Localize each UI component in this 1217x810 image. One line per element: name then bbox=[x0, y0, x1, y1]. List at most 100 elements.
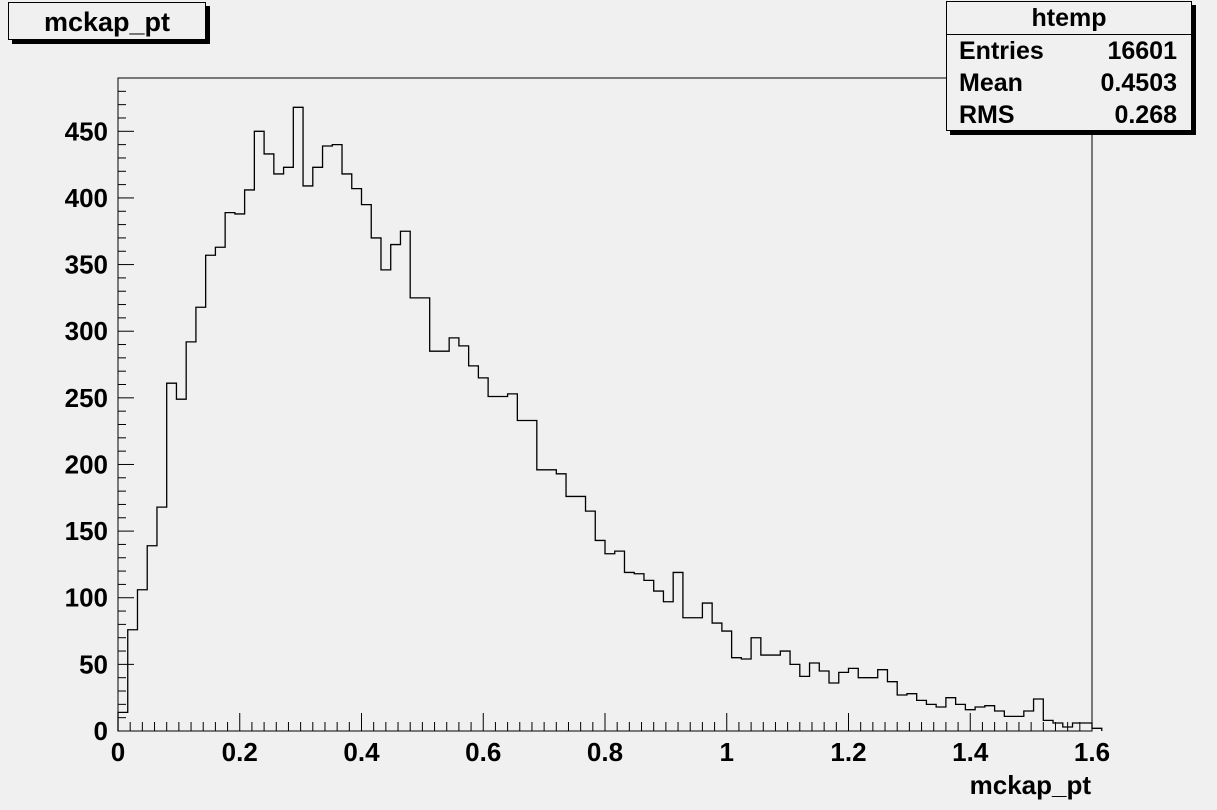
stats-label: Entries bbox=[959, 37, 1044, 65]
histogram-bin bbox=[128, 630, 138, 731]
histogram-bin bbox=[459, 346, 469, 731]
histogram-bin bbox=[118, 712, 128, 731]
histogram-bin bbox=[167, 383, 177, 731]
y-tick-label: 150 bbox=[65, 516, 108, 546]
x-tick-label: 1 bbox=[720, 737, 734, 767]
histogram-bin bbox=[839, 672, 849, 731]
histogram-bin bbox=[1043, 720, 1053, 731]
histogram-bin bbox=[995, 711, 1005, 731]
histogram-bin bbox=[245, 190, 255, 731]
histogram-bin bbox=[819, 671, 829, 731]
x-axis: 0 0.2 0.4 0.6 0.8 1 1.2 1.4 1.6 bbox=[111, 713, 1110, 767]
histogram-bin bbox=[956, 704, 966, 731]
histogram-bin bbox=[634, 574, 644, 731]
histogram-bin bbox=[206, 255, 216, 731]
x-tick-label: 0 bbox=[111, 737, 125, 767]
histogram-bin bbox=[702, 603, 712, 731]
histogram-bin bbox=[732, 658, 742, 731]
histogram-bin bbox=[323, 146, 333, 731]
stats-label: Mean bbox=[959, 69, 1023, 97]
histogram-bin bbox=[1082, 723, 1092, 731]
histogram-bin bbox=[469, 366, 479, 731]
histogram-bin bbox=[1053, 723, 1063, 731]
histogram-bin bbox=[849, 668, 859, 731]
histogram-bin bbox=[439, 351, 449, 731]
histogram-bin bbox=[235, 214, 245, 731]
histogram-bin bbox=[722, 631, 732, 731]
histogram-bin bbox=[858, 678, 868, 731]
histogram-bin bbox=[264, 154, 274, 731]
histogram-bin bbox=[196, 307, 206, 731]
y-tick-label: 400 bbox=[65, 183, 108, 213]
histogram-bin bbox=[693, 618, 703, 731]
histogram-bin bbox=[137, 590, 147, 731]
histogram-bin bbox=[547, 470, 557, 731]
histogram-bins bbox=[118, 107, 1102, 731]
stats-histogram-name: htemp bbox=[947, 2, 1191, 35]
histogram-bin bbox=[254, 131, 264, 731]
histogram-bin bbox=[498, 397, 508, 731]
histogram-bin bbox=[478, 378, 488, 731]
histogram-bin bbox=[663, 602, 673, 731]
histogram-bin bbox=[936, 707, 946, 731]
histogram-bin bbox=[946, 698, 956, 731]
histogram-bin bbox=[1063, 727, 1073, 731]
histogram-bin bbox=[362, 205, 372, 731]
histogram-bin bbox=[712, 623, 722, 731]
stats-row-mean: Mean 0.4503 bbox=[947, 67, 1191, 99]
histogram-bin bbox=[556, 474, 566, 731]
x-tick-label: 1.4 bbox=[952, 737, 989, 767]
histogram-bin bbox=[586, 511, 596, 731]
histogram-bin bbox=[771, 655, 781, 731]
stats-value: 16601 bbox=[1107, 37, 1177, 65]
histogram-bin bbox=[576, 496, 586, 731]
histogram-bin bbox=[1092, 728, 1102, 731]
y-tick-label: 350 bbox=[65, 250, 108, 280]
histogram-bin bbox=[985, 706, 995, 731]
histogram-bin bbox=[517, 420, 527, 731]
histogram-bin bbox=[917, 700, 927, 731]
histogram-bin bbox=[751, 638, 761, 731]
histogram-bin bbox=[780, 651, 790, 731]
histogram-bin bbox=[215, 247, 225, 731]
histogram-bin bbox=[400, 231, 410, 731]
y-tick-label: 50 bbox=[79, 649, 108, 679]
x-tick-label: 0.2 bbox=[222, 737, 258, 767]
x-tick-label: 1.6 bbox=[1074, 737, 1110, 767]
histogram-bin bbox=[186, 342, 196, 731]
histogram-bin bbox=[332, 145, 342, 731]
y-tick-label: 0 bbox=[94, 716, 108, 746]
histogram-bin bbox=[644, 580, 654, 731]
histogram-bin bbox=[897, 695, 907, 731]
histogram-bin bbox=[810, 663, 820, 731]
histogram-bin bbox=[1073, 723, 1083, 731]
histogram-bin bbox=[975, 707, 985, 731]
y-tick-label: 250 bbox=[65, 383, 108, 413]
histogram-bin bbox=[176, 399, 186, 731]
x-axis-label: mckap_pt bbox=[970, 770, 1092, 800]
histogram-bin bbox=[391, 245, 401, 731]
x-tick-label: 0.8 bbox=[587, 737, 623, 767]
histogram-bin bbox=[566, 496, 576, 731]
histogram-bin bbox=[147, 546, 157, 731]
histogram-bin bbox=[654, 591, 664, 731]
histogram-bin bbox=[303, 186, 313, 731]
histogram-bin bbox=[595, 540, 605, 731]
histogram-bin bbox=[829, 683, 839, 731]
histogram-bin bbox=[410, 298, 420, 731]
histogram-bin bbox=[926, 704, 936, 731]
histogram-bin bbox=[615, 551, 625, 731]
histogram-bin bbox=[741, 659, 751, 731]
histogram-bin bbox=[284, 167, 294, 731]
histogram-bin bbox=[293, 107, 303, 731]
histogram-bin bbox=[1004, 716, 1014, 731]
histogram-bin bbox=[225, 213, 235, 731]
histogram-bin bbox=[868, 678, 878, 731]
stats-value: 0.4503 bbox=[1100, 69, 1177, 97]
histogram-bin bbox=[527, 420, 537, 731]
y-tick-label: 300 bbox=[65, 316, 108, 346]
histogram-bin bbox=[430, 351, 440, 731]
y-tick-label: 200 bbox=[65, 449, 108, 479]
histogram-title: mckap_pt bbox=[8, 2, 206, 40]
